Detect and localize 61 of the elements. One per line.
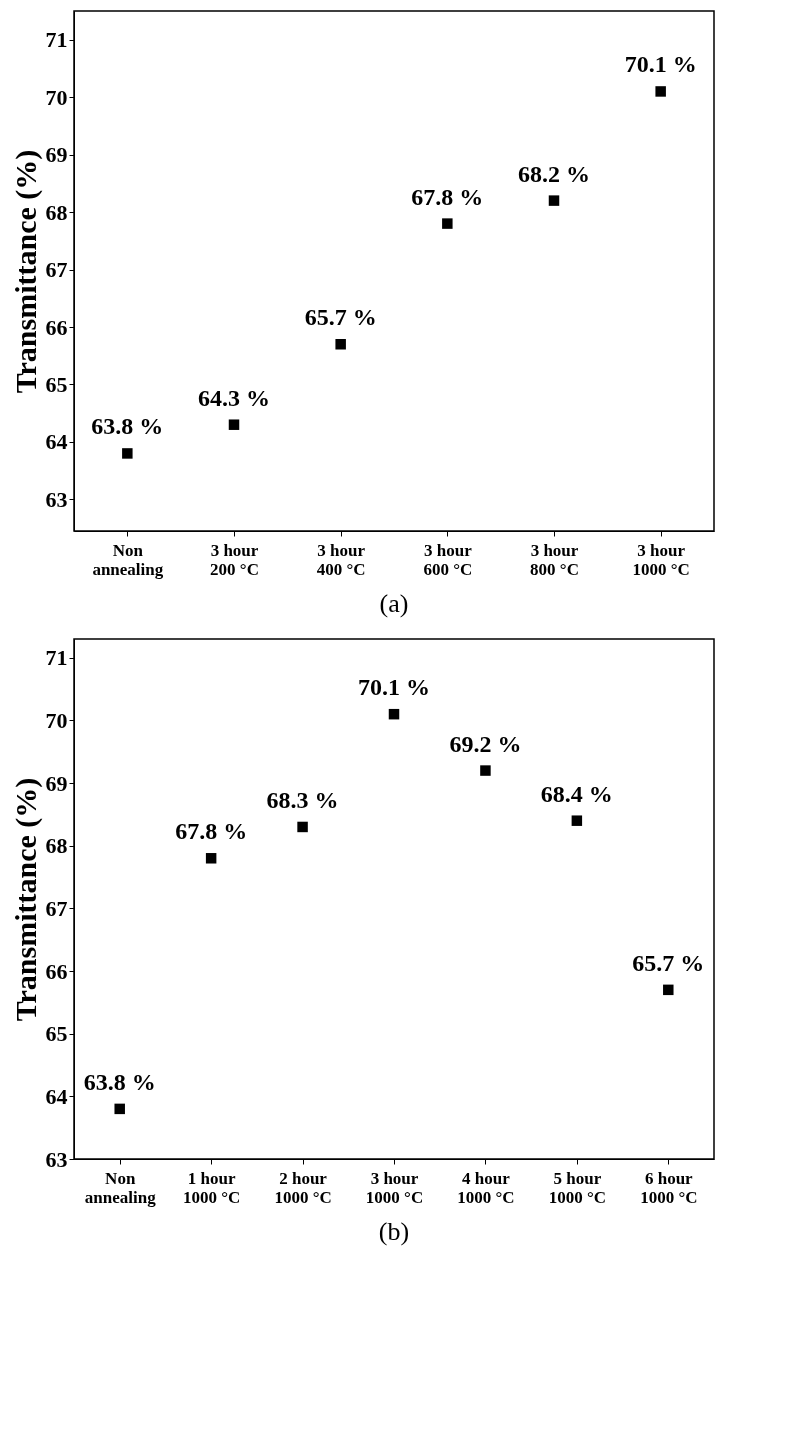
data-label: 68.3 % bbox=[266, 786, 339, 813]
data-label: 68.4 % bbox=[540, 780, 613, 807]
data-label: 67.8 % bbox=[175, 818, 248, 845]
y-tick-label: 67 bbox=[45, 895, 68, 921]
point bbox=[388, 708, 400, 720]
y-tick-label: 63 bbox=[45, 1146, 68, 1172]
x-tick-label: 3 hour 600 °C bbox=[423, 540, 473, 579]
x-tick-label: 3 hour 1000 °C bbox=[632, 540, 690, 579]
y-tick-label: 69 bbox=[45, 142, 68, 168]
text: (a) bbox=[379, 589, 409, 618]
y-tick-label: 71 bbox=[45, 645, 68, 671]
y-tick-label: 68 bbox=[45, 199, 68, 225]
data-label: 65.7 % bbox=[304, 304, 377, 331]
point bbox=[297, 821, 308, 833]
data-label: 67.8 % bbox=[411, 183, 484, 210]
point bbox=[480, 765, 491, 776]
y-tick-label: 63 bbox=[45, 486, 68, 512]
point bbox=[205, 853, 217, 864]
y-tick-label: 65 bbox=[45, 371, 68, 397]
point bbox=[663, 984, 674, 996]
point bbox=[228, 419, 240, 430]
x-tick-label: 3 hour 800 °C bbox=[530, 540, 579, 579]
point bbox=[114, 1103, 125, 1115]
text: (b) bbox=[378, 1217, 410, 1246]
y-tick-label: 69 bbox=[45, 770, 68, 796]
point bbox=[122, 448, 133, 459]
y-tick-label: 65 bbox=[45, 1021, 68, 1047]
y-tick-label: 66 bbox=[45, 958, 68, 984]
data-label: 63.8 % bbox=[83, 1068, 156, 1095]
point bbox=[335, 339, 346, 350]
data-label: 70.1 % bbox=[358, 674, 430, 701]
point bbox=[548, 195, 560, 206]
x-tick-label: 3 hour 1000 °C bbox=[365, 1168, 424, 1207]
x-tick-label: 3 hour 400 °C bbox=[316, 540, 366, 579]
data-label: 69.2 % bbox=[449, 730, 522, 757]
y-tick-label: 67 bbox=[45, 257, 68, 283]
data-label: 63.8 % bbox=[91, 413, 164, 440]
data-label: 65.7 % bbox=[632, 949, 705, 976]
y-axis-title: Transmittance (%) bbox=[8, 777, 43, 1022]
x-tick-label: 3 hour 200 °C bbox=[210, 540, 259, 579]
point bbox=[571, 815, 583, 826]
y-tick-label: 70 bbox=[45, 84, 68, 110]
y-tick-label: 66 bbox=[45, 314, 68, 340]
x-tick-label: 5 hour 1000 °C bbox=[548, 1168, 607, 1207]
point bbox=[442, 218, 453, 229]
y-tick-label: 64 bbox=[45, 1083, 68, 1109]
data-label: 64.3 % bbox=[198, 384, 270, 411]
y-tick-label: 70 bbox=[45, 707, 68, 733]
y-tick-label: 64 bbox=[45, 429, 68, 455]
y-tick-label: 68 bbox=[45, 833, 68, 859]
x-tick-label: 6 hour 1000 °C bbox=[640, 1168, 698, 1207]
x-tick-label: Non annealing bbox=[84, 1168, 157, 1207]
y-tick-label: 71 bbox=[45, 27, 68, 53]
data-label: 70.1 % bbox=[624, 51, 697, 78]
x-tick-label: 1 hour 1000 °C bbox=[182, 1168, 241, 1207]
data-label: 68.2 % bbox=[518, 160, 590, 187]
x-tick-label: 4 hour 1000 °C bbox=[457, 1168, 515, 1207]
x-tick-label: Non annealing bbox=[92, 540, 164, 579]
x-tick-label: 2 hour 1000 °C bbox=[274, 1168, 332, 1207]
y-axis-title: Transmittance (%) bbox=[8, 149, 43, 394]
point bbox=[655, 86, 666, 97]
